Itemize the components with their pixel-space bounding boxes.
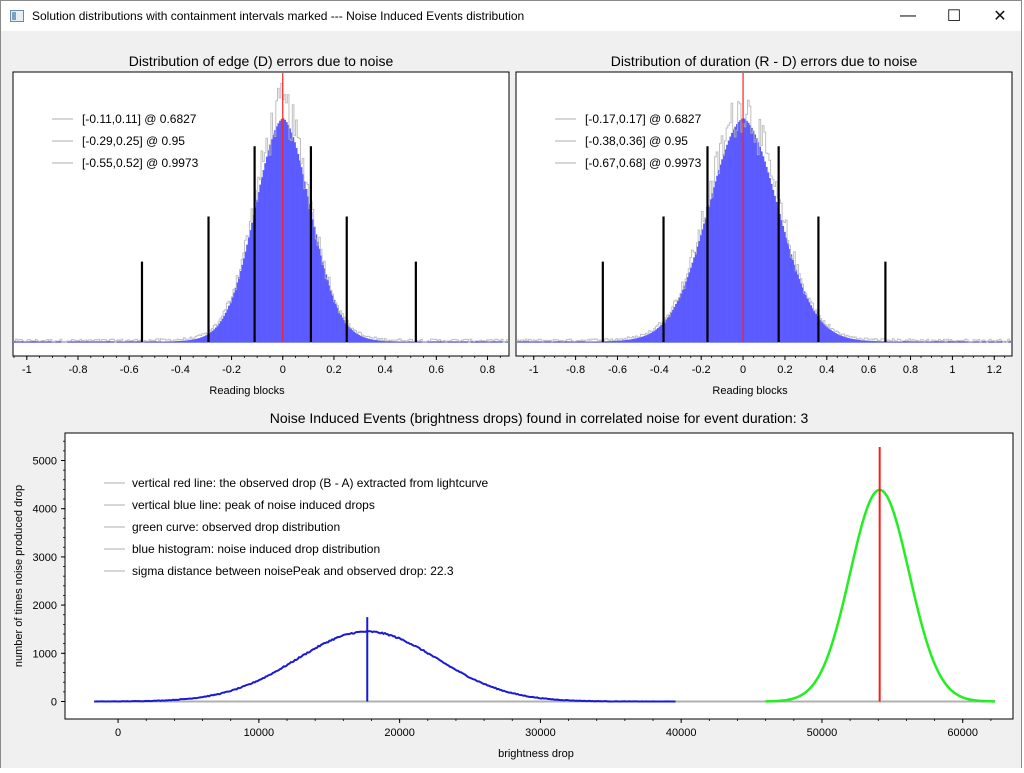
minimize-icon: — (900, 7, 916, 25)
x-tick-label: 20000 (384, 727, 415, 739)
x-tick-label: 0 (740, 364, 746, 376)
x-tick-label: 0.6 (429, 364, 444, 376)
y-axis-label: number of times noise produced drop (13, 485, 25, 667)
maximize-icon: ☐ (947, 6, 961, 26)
x-tick-label: -1 (529, 364, 539, 376)
maximize-button[interactable]: ☐ (931, 1, 977, 31)
y-tick-label: 3000 (33, 552, 57, 564)
x-tick-label: -0.4 (650, 364, 669, 376)
chart-title: Distribution of duration (R - D) errors … (611, 53, 918, 69)
histogram-chart-1: Distribution of edge (D) errors due to n… (13, 53, 509, 397)
x-tick-label: 1 (949, 364, 955, 376)
legend-entry: green curve: observed drop distribution (132, 520, 340, 534)
x-tick-label: -0.2 (222, 364, 241, 376)
x-tick-label: -0.2 (692, 364, 711, 376)
x-tick-label: 0.8 (480, 364, 495, 376)
content-area: Distribution of edge (D) errors due to n… (0, 31, 1022, 768)
x-tick-label: -0.6 (608, 364, 627, 376)
x-tick-label: 0 (280, 364, 286, 376)
chart-title: Noise Induced Events (brightness drops) … (270, 410, 809, 426)
charts-canvas: Distribution of edge (D) errors due to n… (1, 31, 1023, 768)
x-tick-label: 50000 (807, 727, 838, 739)
legend-entry: vertical red line: the observed drop (B … (132, 476, 488, 490)
close-button[interactable]: ✕ (977, 1, 1023, 31)
y-tick-label: 1000 (33, 648, 57, 660)
x-tick-label: -1 (22, 364, 32, 376)
legend-entry: [-0.11,0.11] @ 0.6827 (82, 112, 197, 126)
window-title: Solution distributions with containment … (32, 9, 524, 23)
y-tick-label: 2000 (33, 600, 57, 612)
x-axis-label: brightness drop (498, 748, 574, 760)
legend-entry: [-0.67,0.68] @ 0.9973 (585, 156, 702, 170)
minimize-button[interactable]: — (885, 1, 931, 31)
x-tick-label: -0.8 (566, 364, 585, 376)
x-tick-label: 0.4 (819, 364, 834, 376)
histogram-chart-2: Distribution of duration (R - D) errors … (516, 53, 1012, 397)
legend-entry: sigma distance between noisePeak and obs… (132, 564, 454, 578)
x-tick-label: 0 (115, 727, 121, 739)
x-tick-label: 0.6 (861, 364, 876, 376)
legend-entry: blue histogram: noise induced drop distr… (132, 542, 380, 556)
x-tick-label: 0.4 (377, 364, 392, 376)
app-icon (10, 10, 24, 22)
y-tick-label: 0 (51, 697, 57, 709)
legend-entry: [-0.55,0.52] @ 0.9973 (82, 156, 199, 170)
x-axis-label: Reading blocks (209, 385, 285, 397)
legend-entry: [-0.29,0.25] @ 0.95 (82, 134, 185, 148)
legend-entry: vertical blue line: peak of noise induce… (132, 498, 375, 512)
legend-entry: [-0.17,0.17] @ 0.6827 (585, 112, 702, 126)
x-tick-label: 10000 (244, 727, 275, 739)
x-tick-label: 60000 (947, 727, 978, 739)
title-bar: Solution distributions with containment … (0, 0, 1022, 31)
x-axis-label: Reading blocks (712, 385, 788, 397)
close-icon: ✕ (993, 6, 1006, 26)
chart-title: Distribution of edge (D) errors due to n… (129, 53, 394, 69)
x-tick-label: 0.2 (326, 364, 341, 376)
x-tick-label: 0.8 (903, 364, 918, 376)
noise-events-chart: Noise Induced Events (brightness drops) … (13, 410, 1013, 760)
legend-entry: [-0.38,0.36] @ 0.95 (585, 134, 688, 148)
x-tick-label: 0.2 (777, 364, 792, 376)
y-tick-label: 5000 (33, 456, 57, 468)
x-tick-label: 30000 (525, 727, 556, 739)
x-tick-label: -0.8 (69, 364, 88, 376)
x-tick-label: 1.2 (987, 364, 1002, 376)
x-tick-label: 40000 (666, 727, 697, 739)
y-tick-label: 4000 (33, 504, 57, 516)
x-tick-label: -0.6 (120, 364, 139, 376)
x-tick-label: -0.4 (171, 364, 190, 376)
